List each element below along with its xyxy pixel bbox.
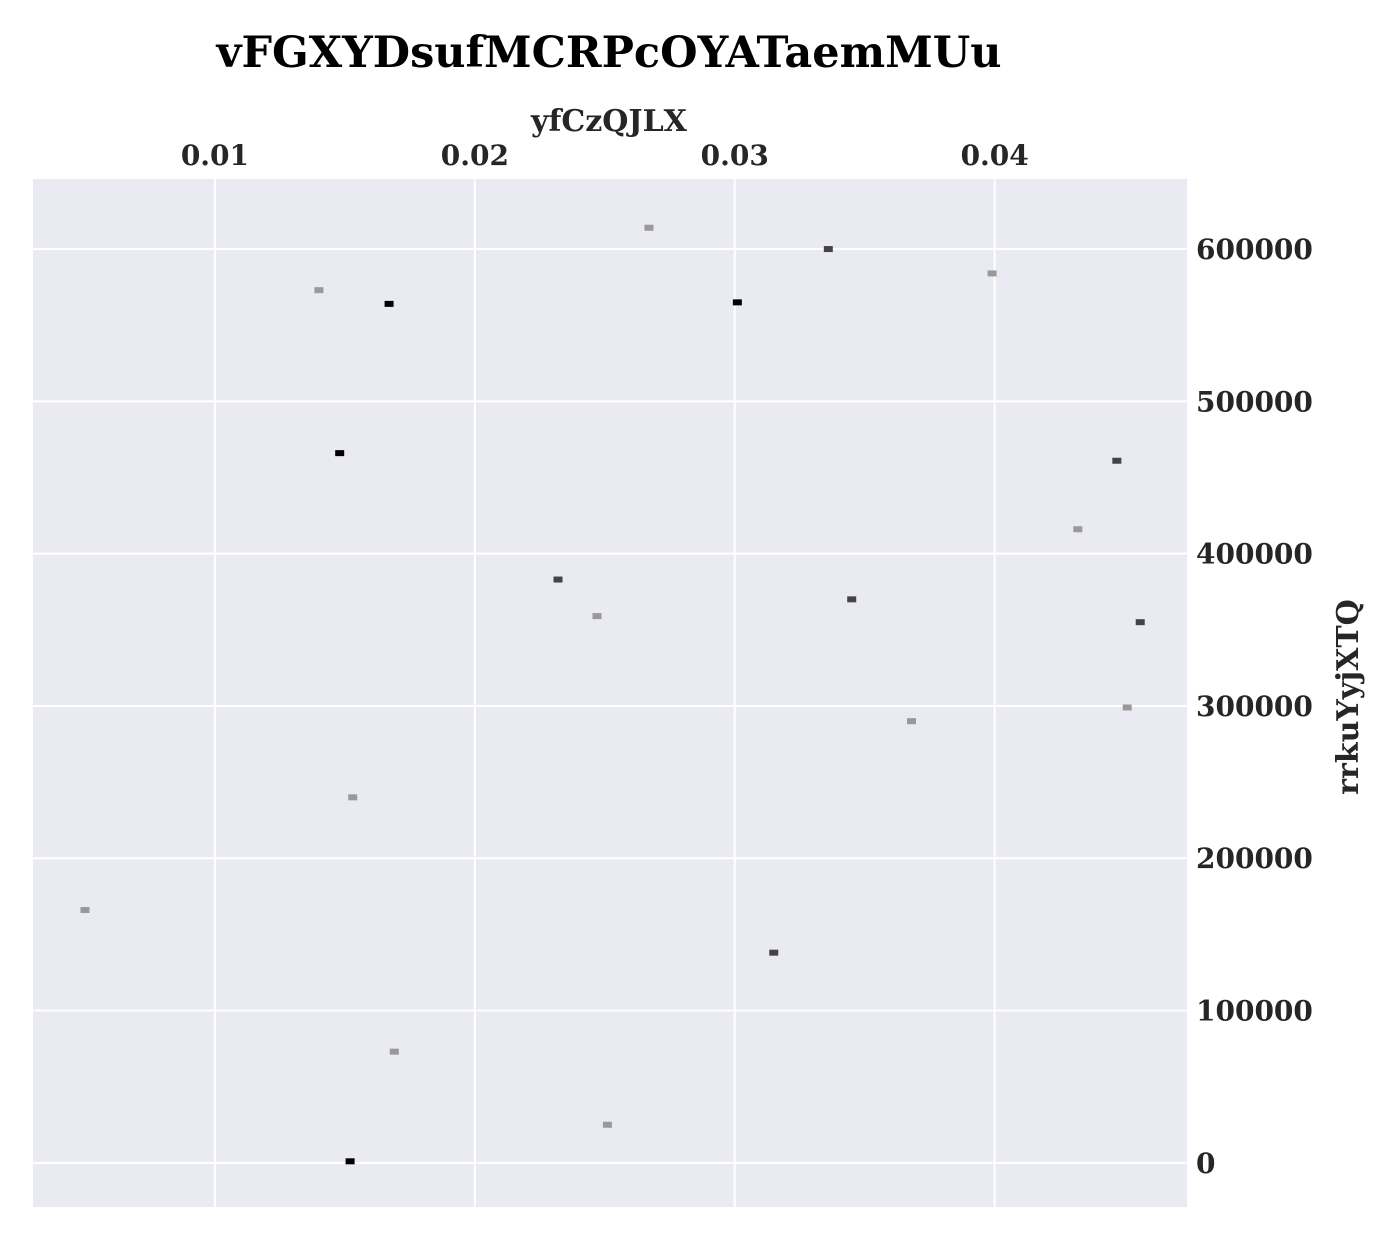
data-point (553, 576, 563, 583)
y-tick-label: 400000 (1196, 538, 1313, 571)
y-tick-label: 600000 (1196, 233, 1313, 266)
data-point (1112, 457, 1122, 464)
data-point (1073, 526, 1083, 533)
data-point (389, 1048, 399, 1055)
data-point (987, 270, 997, 277)
data-point (823, 246, 833, 253)
data-point (592, 613, 602, 620)
x-tick-label: 0.03 (701, 139, 769, 172)
y-tick-labels: 0 100000 200000 300000 400000 500000 600000 (1196, 233, 1313, 1180)
data-point (847, 596, 857, 603)
data-point (345, 1158, 355, 1165)
data-points (80, 224, 1145, 1165)
data-point (1122, 704, 1132, 711)
y-tick-label: 100000 (1196, 995, 1313, 1028)
x-tick-label: 0.04 (961, 139, 1029, 172)
data-point (348, 794, 358, 801)
y-axis-label: rrkuYyjXTQ (1331, 599, 1366, 795)
data-point (335, 450, 345, 457)
x-tick-label: 0.01 (181, 139, 249, 172)
x-axis-label: yfCzQJLX (530, 104, 688, 139)
data-point (732, 299, 742, 306)
data-point (644, 224, 654, 231)
data-point (384, 300, 394, 307)
y-tick-label: 300000 (1196, 690, 1313, 723)
x-tick-labels: 0.01 0.02 0.03 0.04 (181, 139, 1029, 172)
data-point (1135, 619, 1145, 626)
y-tick-label: 200000 (1196, 842, 1313, 875)
chart-title: vFGXYDsufMCRPcOYATaemMUu (215, 28, 1001, 78)
y-tick-label: 500000 (1196, 385, 1313, 418)
x-tick-label: 0.02 (441, 139, 509, 172)
data-point (769, 949, 779, 956)
data-point (602, 1121, 612, 1128)
data-point (80, 907, 90, 914)
data-point (906, 718, 916, 725)
plot-background (33, 179, 1187, 1207)
data-point (314, 287, 324, 294)
grid-lines (33, 179, 1187, 1207)
y-tick-label: 0 (1196, 1147, 1215, 1180)
